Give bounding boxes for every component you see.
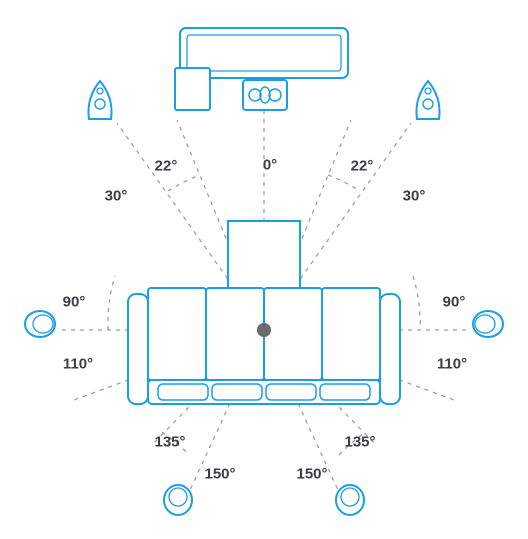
angle-label: 22° [155,158,178,175]
angle-label: 30° [105,188,128,205]
angle-label: 150° [204,466,235,483]
diagram-svg [0,0,528,539]
angle-label: 110° [63,356,93,373]
angle-label: 135° [154,434,185,451]
angle-label: 150° [296,466,327,483]
angle-label: 110° [437,356,467,373]
angle-label: 30° [403,188,426,205]
angle-label: 90° [63,294,86,311]
angle-label: 90° [443,294,466,311]
angle-label: 0° [263,157,277,174]
speaker-layout-diagram: 0° 22° 22° 30° 30° 90° 90° 110° 110° 135° 135° 150°… [0,0,528,539]
angle-label: 22° [351,158,374,175]
angle-label: 135° [344,434,375,451]
